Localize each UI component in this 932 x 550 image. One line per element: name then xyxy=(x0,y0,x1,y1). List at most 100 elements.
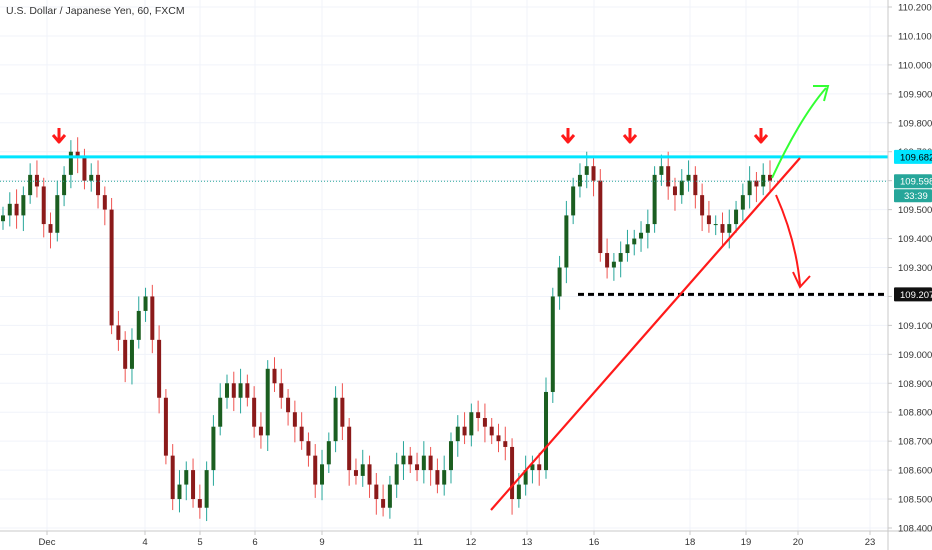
candle-body xyxy=(96,174,101,196)
countdown-badge: 33:39 xyxy=(894,189,932,203)
bearish-arrow[interactable] xyxy=(775,194,801,286)
candle-body xyxy=(367,464,372,485)
y-tick-label: 108.600 xyxy=(898,466,932,477)
candle-body xyxy=(387,484,392,508)
y-tick-label: 109.300 xyxy=(898,263,932,274)
x-tick-label: 9 xyxy=(319,537,324,548)
candle-body xyxy=(333,397,338,442)
candle-body xyxy=(686,174,691,181)
candle-body xyxy=(577,174,582,187)
candle-body xyxy=(211,426,216,471)
candle-body xyxy=(476,412,481,419)
x-tick-label: 20 xyxy=(793,537,804,548)
candle-body xyxy=(645,224,650,233)
y-tick-label: 109.900 xyxy=(898,89,932,100)
x-tick-label: 19 xyxy=(741,537,752,548)
x-tick-label: 23 xyxy=(865,537,876,548)
candle-body xyxy=(21,195,26,216)
svg-text:109.682: 109.682 xyxy=(900,152,932,163)
candle-body xyxy=(102,195,107,210)
y-tick-label: 108.900 xyxy=(898,379,932,390)
candle-body xyxy=(639,232,644,239)
candle-body xyxy=(754,180,759,187)
candle-body xyxy=(557,267,562,297)
trendline[interactable] xyxy=(490,157,801,511)
candle-body xyxy=(129,339,134,369)
candle-body xyxy=(442,470,447,485)
candle-body xyxy=(197,499,202,508)
current-price-badge: 109.598 xyxy=(894,174,932,189)
candle-body xyxy=(265,368,270,436)
candle-body xyxy=(62,174,67,196)
candle-body xyxy=(496,435,501,442)
candle-body xyxy=(706,215,711,225)
candle-body xyxy=(258,426,263,436)
time-axis[interactable]: Dec 4 5 6 9 11 12 13 16 18 19 20 23 xyxy=(39,531,876,548)
candle-body xyxy=(150,296,155,340)
candle-body xyxy=(313,455,318,485)
candle-body xyxy=(177,484,182,500)
candle-body xyxy=(401,455,406,465)
candle-body xyxy=(428,455,433,471)
candle-body xyxy=(598,180,603,254)
candle-body xyxy=(136,310,141,340)
candle-body xyxy=(272,368,277,384)
candle-body xyxy=(489,426,494,436)
candle-body xyxy=(123,339,128,369)
candle-body xyxy=(292,412,297,427)
down-marker-head xyxy=(560,134,576,144)
candle-body xyxy=(55,195,60,233)
y-tick-label: 109.500 xyxy=(898,205,932,216)
candle-body xyxy=(544,391,549,471)
y-tick-label: 108.500 xyxy=(898,495,932,506)
candle-body xyxy=(571,186,576,216)
candle-body xyxy=(224,383,229,398)
candle-body xyxy=(550,296,555,392)
candle-body xyxy=(347,426,352,471)
candle-body xyxy=(415,464,420,471)
candle-body xyxy=(584,166,589,175)
candle-body xyxy=(170,455,175,500)
candle-body xyxy=(191,470,196,500)
svg-text:109.207: 109.207 xyxy=(900,290,932,301)
candle-body xyxy=(299,426,304,442)
x-tick-label: 13 xyxy=(522,537,533,548)
bearish-arrow-head xyxy=(792,271,811,289)
candle-body xyxy=(374,484,379,500)
chart-title: U.S. Dollar / Japanese Yen, 60, FXCM xyxy=(6,5,185,17)
candle-body xyxy=(340,397,345,427)
candle-body xyxy=(734,209,739,225)
candle-body xyxy=(591,166,596,181)
candle-body xyxy=(666,166,671,187)
candle-body xyxy=(448,441,453,471)
y-tick-label: 109.000 xyxy=(898,350,932,361)
y-tick-label: 110.100 xyxy=(898,31,932,42)
candle-body xyxy=(421,455,426,471)
resistance-badge: 109.682 xyxy=(894,149,932,164)
candle-body xyxy=(1,215,5,222)
candle-body xyxy=(286,397,291,413)
candle-body xyxy=(482,418,487,427)
candle-body xyxy=(184,470,189,485)
candle-body xyxy=(462,426,467,436)
candle-body xyxy=(740,195,745,210)
x-tick-label: 11 xyxy=(413,537,423,548)
y-tick-label: 108.700 xyxy=(898,437,932,448)
candle-body xyxy=(75,151,80,158)
bullish-arrow[interactable] xyxy=(771,87,827,179)
down-marker-head xyxy=(622,134,638,144)
candle-body xyxy=(564,215,569,268)
candle-body xyxy=(652,174,657,225)
y-tick-label: 110.200 xyxy=(898,3,932,14)
y-tick-label: 108.400 xyxy=(898,524,932,535)
candle-body xyxy=(204,470,209,508)
candle-body xyxy=(394,464,399,485)
down-marker-head xyxy=(753,134,769,144)
x-tick-label: 12 xyxy=(466,537,477,548)
candle-body xyxy=(109,209,114,326)
svg-text:33:39: 33:39 xyxy=(904,191,928,202)
candle-body xyxy=(7,203,12,216)
y-tick-label: 109.400 xyxy=(898,234,932,245)
candle-body xyxy=(693,174,698,196)
